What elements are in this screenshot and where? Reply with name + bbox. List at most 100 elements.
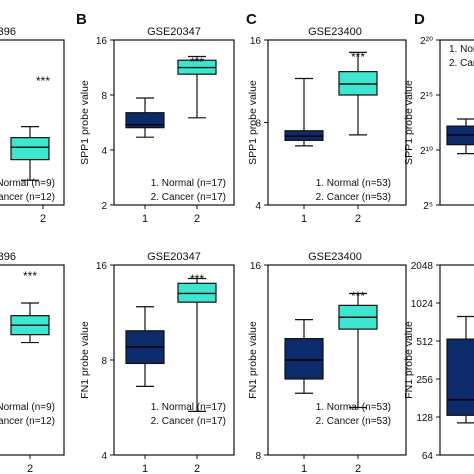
significance-label: ***	[190, 55, 204, 69]
chart-title: GSE20347	[147, 26, 201, 38]
plot-frame	[267, 264, 407, 456]
plot-frame	[439, 39, 474, 206]
y-axis-label: SPP1 probe value	[79, 80, 91, 165]
panel-d-top: 2²⁰ 2¹⁵ 2¹⁰ 2⁵ SPP1 probe value 1. Normal 2. C…	[403, 36, 474, 212]
legend-entry: Cancer (n=12)	[0, 416, 55, 427]
x-tick-label: 1	[301, 463, 307, 474]
y-tick-label: 256	[416, 375, 433, 386]
legend-entry: 1. Normal (n=53)	[316, 402, 391, 413]
box-iqr	[125, 112, 165, 129]
y-tick-label: 1024	[411, 299, 434, 310]
box-iqr	[446, 338, 474, 416]
y-tick-label: 8	[101, 356, 107, 367]
significance-label: ***	[36, 74, 50, 88]
box-normal	[125, 97, 165, 138]
panel-b-bottom: GSE20347 16 8 4 FN1 probe value 1 2 *** 1. Norma…	[79, 251, 235, 474]
y-axis-label: FN1 probe value	[403, 321, 415, 399]
y-axis-label: SPP1 probe value	[403, 80, 415, 165]
x-tick-label: 1	[142, 463, 148, 474]
plot-frame	[113, 39, 235, 206]
y-tick-label: 8	[255, 451, 261, 462]
x-tick-label: 2	[27, 463, 33, 474]
panel-c-top: GSE23400 16 8 4 SPP1 probe value 1 2 *** 1. Norm…	[247, 26, 407, 225]
x-tick-label: 2	[355, 213, 361, 225]
y-tick-label: 64	[422, 451, 434, 462]
box-cancer	[338, 292, 378, 409]
x-tick-label: 1	[142, 213, 148, 225]
box-normal	[125, 306, 165, 387]
panel-a-top: 396 2 *** Normal (n=9) Cancer (n=12)	[0, 26, 65, 225]
y-axis-label: FN1 probe value	[247, 321, 259, 399]
x-tick-label: 2	[40, 213, 46, 225]
plot-frame	[439, 264, 474, 456]
x-tick-label: 1	[301, 213, 307, 225]
significance-label: ***	[351, 289, 365, 303]
significance-label: ***	[190, 272, 204, 286]
legend-entry: 1. Normal (n=17)	[151, 402, 226, 413]
panel-letter-c: C	[246, 11, 257, 28]
box-cancer	[10, 302, 50, 344]
x-tick-label: 2	[194, 463, 200, 474]
chart-title: 396	[0, 26, 16, 38]
chart-title: GSE23400	[308, 251, 362, 263]
box-iqr	[10, 137, 50, 161]
panels: 396 2 *** Normal (n=9) Cancer (n=12) GSE20347…	[0, 26, 474, 474]
panel-a-bottom: 396 2 *** Normal (n=9) Cancer (n=12)	[0, 251, 65, 474]
x-tick-label: 2	[355, 463, 361, 474]
box-cancer	[10, 126, 50, 181]
box-normal	[284, 319, 324, 394]
y-tick-label: 2	[101, 201, 107, 212]
y-tick-label: 2¹⁰	[420, 146, 433, 157]
y-tick-label: 2048	[411, 261, 434, 272]
legend-entry: Normal (n=9)	[0, 402, 55, 413]
panel-letter-d: D	[414, 11, 425, 28]
chart-title: 396	[0, 251, 16, 263]
box-cancer	[177, 55, 217, 119]
significance-label: ***	[23, 269, 37, 283]
panel-letter-b: B	[76, 11, 87, 28]
y-tick-label: 16	[96, 36, 108, 47]
box-normal	[284, 77, 324, 147]
y-tick-label: 4	[101, 451, 107, 462]
legend-entry: 2. Cancer	[449, 58, 474, 69]
legend-entry: 2. Cancer (n=17)	[151, 192, 226, 203]
y-axis-label: FN1 probe value	[79, 321, 91, 399]
legend-entry: 2. Cancer (n=53)	[316, 192, 391, 203]
chart-title: GSE23400	[308, 26, 362, 38]
y-tick-label: 2⁵	[423, 201, 433, 212]
box-cancer	[177, 277, 217, 412]
y-tick-label: 2²⁰	[420, 36, 433, 47]
y-tick-label: 4	[255, 201, 261, 212]
box-iqr	[177, 282, 217, 303]
legend-entry: Normal (n=9)	[0, 178, 55, 189]
box-iqr	[284, 338, 324, 380]
box-normal	[446, 315, 474, 424]
y-tick-label: 2¹⁵	[420, 91, 433, 102]
y-tick-label: 4	[101, 146, 107, 157]
panel-c-bottom: GSE23400 16 8 FN1 probe value 1 2 *** 1. Normal…	[247, 251, 407, 474]
legend-entry: 1. Normal	[449, 44, 474, 55]
legend-entry: 2. Cancer (n=17)	[151, 416, 226, 427]
x-tick-label: 2	[194, 213, 200, 225]
y-tick-label: 16	[250, 36, 262, 47]
significance-label: ***	[351, 50, 365, 64]
y-tick-label: 512	[416, 337, 433, 348]
box-cancer	[338, 51, 378, 136]
plot-frame	[0, 39, 65, 206]
legend-entry: 1. Normal (n=53)	[316, 178, 391, 189]
y-tick-label: 8	[255, 119, 261, 130]
panel-b-top: GSE20347 16 8 4 2 SPP1 probe value 1 2 *** 1. Nor…	[79, 26, 235, 225]
legend-entry: 1. Normal (n=17)	[151, 178, 226, 189]
panel-d-bottom: 2048 1024 512 256 128 64 FN1 probe value	[403, 261, 474, 462]
y-tick-label: 16	[96, 261, 108, 272]
y-tick-label: 128	[416, 413, 433, 424]
box-normal	[446, 118, 474, 155]
y-axis-label: SPP1 probe value	[247, 80, 259, 165]
legend-entry: Cancer (n=12)	[0, 192, 55, 203]
legend-entry: 2. Cancer (n=53)	[316, 416, 391, 427]
plot-frame	[0, 264, 65, 456]
y-tick-label: 16	[250, 261, 262, 272]
y-tick-label: 8	[101, 91, 107, 102]
chart-title: GSE20347	[147, 251, 201, 263]
